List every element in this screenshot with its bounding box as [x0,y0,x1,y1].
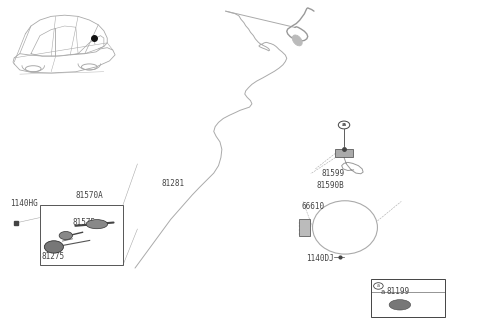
Ellipse shape [59,232,72,240]
Ellipse shape [44,241,63,253]
Text: 81570A: 81570A [75,191,103,200]
Ellipse shape [292,35,302,46]
Text: 1140DJ: 1140DJ [306,254,334,263]
Text: 66610: 66610 [301,202,324,211]
Text: a: a [381,289,385,295]
Bar [336,149,353,157]
Text: a: a [377,283,380,288]
Bar [39,205,123,265]
Text: 81199: 81199 [387,287,410,296]
Text: a: a [342,122,346,128]
Text: 81590B: 81590B [316,181,344,190]
Text: 81275: 81275 [42,252,65,261]
Text: 81281: 81281 [161,179,184,188]
Text: 1140HG: 1140HG [10,199,38,208]
Text: 81575: 81575 [72,218,95,227]
Ellipse shape [312,201,377,254]
Text: 81599: 81599 [321,169,344,178]
Ellipse shape [389,299,410,310]
Bar [299,219,310,236]
Bar [371,279,445,317]
Ellipse shape [86,220,108,229]
